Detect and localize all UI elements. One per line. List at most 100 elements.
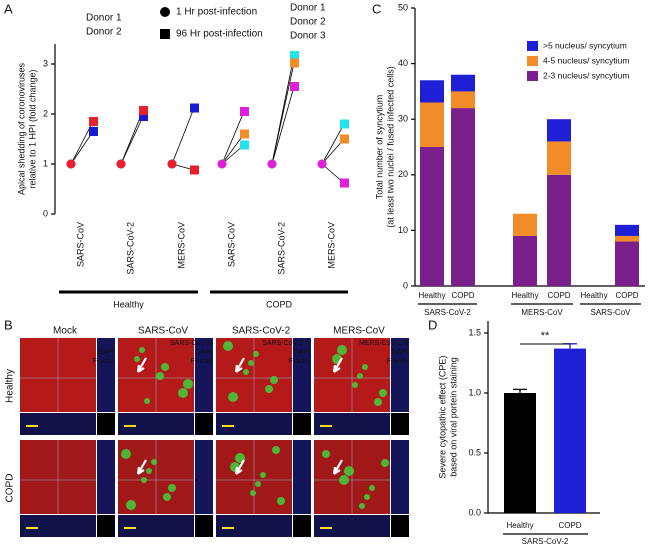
group-label: SARS-CoV-2 — [424, 308, 471, 317]
bar-segment — [513, 213, 537, 236]
legend-label: >5 nucleus/ syncytium — [543, 40, 627, 50]
pair-line — [221, 111, 245, 165]
annotation: ** — [541, 330, 550, 342]
infected-cell — [277, 497, 285, 505]
infected-cell — [337, 345, 347, 355]
point-96hr — [290, 82, 299, 91]
bar-segment — [420, 147, 444, 286]
group-label: COPD — [266, 299, 293, 309]
x-tick-label: COPD — [451, 291, 474, 300]
corner — [293, 515, 311, 537]
infected-cell — [228, 392, 238, 402]
x-tick-label: MERS-CoV — [326, 222, 336, 269]
side-projection — [391, 338, 409, 412]
legend-label: 4-5 nucleus/ syncytium — [543, 55, 629, 65]
infected-cell — [178, 388, 188, 398]
side-projection — [97, 338, 115, 412]
x-tick-label: Healthy — [418, 291, 445, 300]
point-1hr — [267, 159, 277, 169]
bar-segment — [547, 119, 571, 142]
arrow — [332, 459, 343, 475]
infected-cell — [255, 481, 261, 487]
y-axis-label: based on viral portein staining — [448, 357, 458, 477]
y-tick-label: 2 — [43, 108, 48, 118]
pair-line — [321, 123, 345, 165]
bar-segment — [513, 235, 537, 286]
x-tick-label: SARS-CoV-2 — [125, 222, 135, 275]
column-label: SARS-CoV-2 — [232, 326, 291, 337]
side-projection — [195, 440, 213, 514]
y-tick-label: 1.0 — [468, 387, 481, 397]
point-96hr — [290, 58, 299, 68]
legend-swatch — [527, 56, 538, 66]
infected-cell — [156, 372, 164, 380]
bar — [504, 393, 536, 513]
infected-cell — [250, 490, 256, 496]
point-96hr — [139, 106, 148, 115]
x-tick-label: SARS-CoV — [226, 222, 236, 267]
infected-cell — [248, 360, 254, 366]
bottom-projection — [118, 515, 194, 537]
pair-line — [221, 133, 245, 165]
arrow — [234, 357, 245, 373]
y-axis-label: relative to 1 HPI (fold change) — [27, 69, 37, 188]
legend-swatch — [527, 41, 538, 51]
infected-cell — [272, 446, 280, 454]
pair-line — [271, 62, 295, 165]
x-tick-label: SARS-CoV-2 — [276, 222, 286, 275]
side-projection — [195, 338, 213, 412]
group-label: SARS-CoV — [590, 308, 631, 317]
y-tick-label: 40 — [398, 58, 408, 68]
infected-cell — [161, 363, 169, 371]
bottom-projection — [20, 413, 96, 435]
infected-cell — [134, 356, 140, 362]
stain-label: DAPI — [196, 349, 212, 356]
stain-label: SARS-CoV-2 N — [262, 340, 310, 347]
row-label: COPD — [5, 474, 16, 503]
corner — [391, 413, 409, 435]
corner — [195, 515, 213, 537]
point-96hr — [190, 165, 199, 175]
stain-label: F-actin — [191, 358, 213, 365]
point-96hr — [290, 51, 299, 60]
y-axis-label: Severe cytopathic effect (CPE) — [437, 356, 447, 479]
bar-segment — [451, 91, 475, 109]
point-96hr — [190, 103, 199, 113]
point-96hr — [240, 140, 249, 150]
x-tick-label: COPD — [547, 291, 570, 300]
y-tick-label: 20 — [398, 169, 408, 179]
bar-segment — [615, 241, 639, 286]
arrow — [136, 459, 147, 475]
legend-label: 96 Hr post-infection — [176, 29, 263, 40]
legend-label: Donor 2 — [86, 27, 122, 38]
infected-cell — [183, 379, 193, 389]
infected-cell — [121, 449, 131, 459]
point-96hr — [340, 119, 349, 129]
point-1hr — [217, 159, 227, 169]
group-label: SARS-CoV-2 — [522, 537, 569, 546]
y-tick-label: 0.0 — [468, 507, 481, 517]
corner — [195, 413, 213, 435]
infected-cell — [359, 503, 365, 509]
infected-cell — [339, 475, 349, 485]
bar-segment — [451, 74, 475, 92]
x-tick-label: MERS-CoV — [176, 222, 186, 269]
corner — [97, 515, 115, 537]
column-label: SARS-CoV — [138, 326, 188, 337]
point-96hr — [340, 178, 349, 188]
legend-swatch — [527, 71, 538, 81]
y-axis-label: (at least two nuclei / fused infected ce… — [385, 66, 395, 228]
y-axis-label: Apical shedding of coronoviruses — [16, 62, 26, 195]
stain-label: MERS-CoV-2 N — [359, 340, 408, 347]
y-tick-label: 1 — [43, 158, 48, 168]
infected-cell — [374, 398, 382, 406]
infected-cell — [253, 351, 259, 357]
legend-label: Donor 1 — [86, 13, 122, 24]
infected-cell — [344, 466, 354, 476]
bar-segment — [547, 141, 571, 175]
infected-cell — [357, 373, 363, 379]
y-tick-label: 50 — [398, 2, 408, 12]
infected-cell — [163, 493, 171, 501]
bottom-projection — [314, 515, 390, 537]
y-axis-label: Total number of syncytium — [374, 95, 384, 200]
